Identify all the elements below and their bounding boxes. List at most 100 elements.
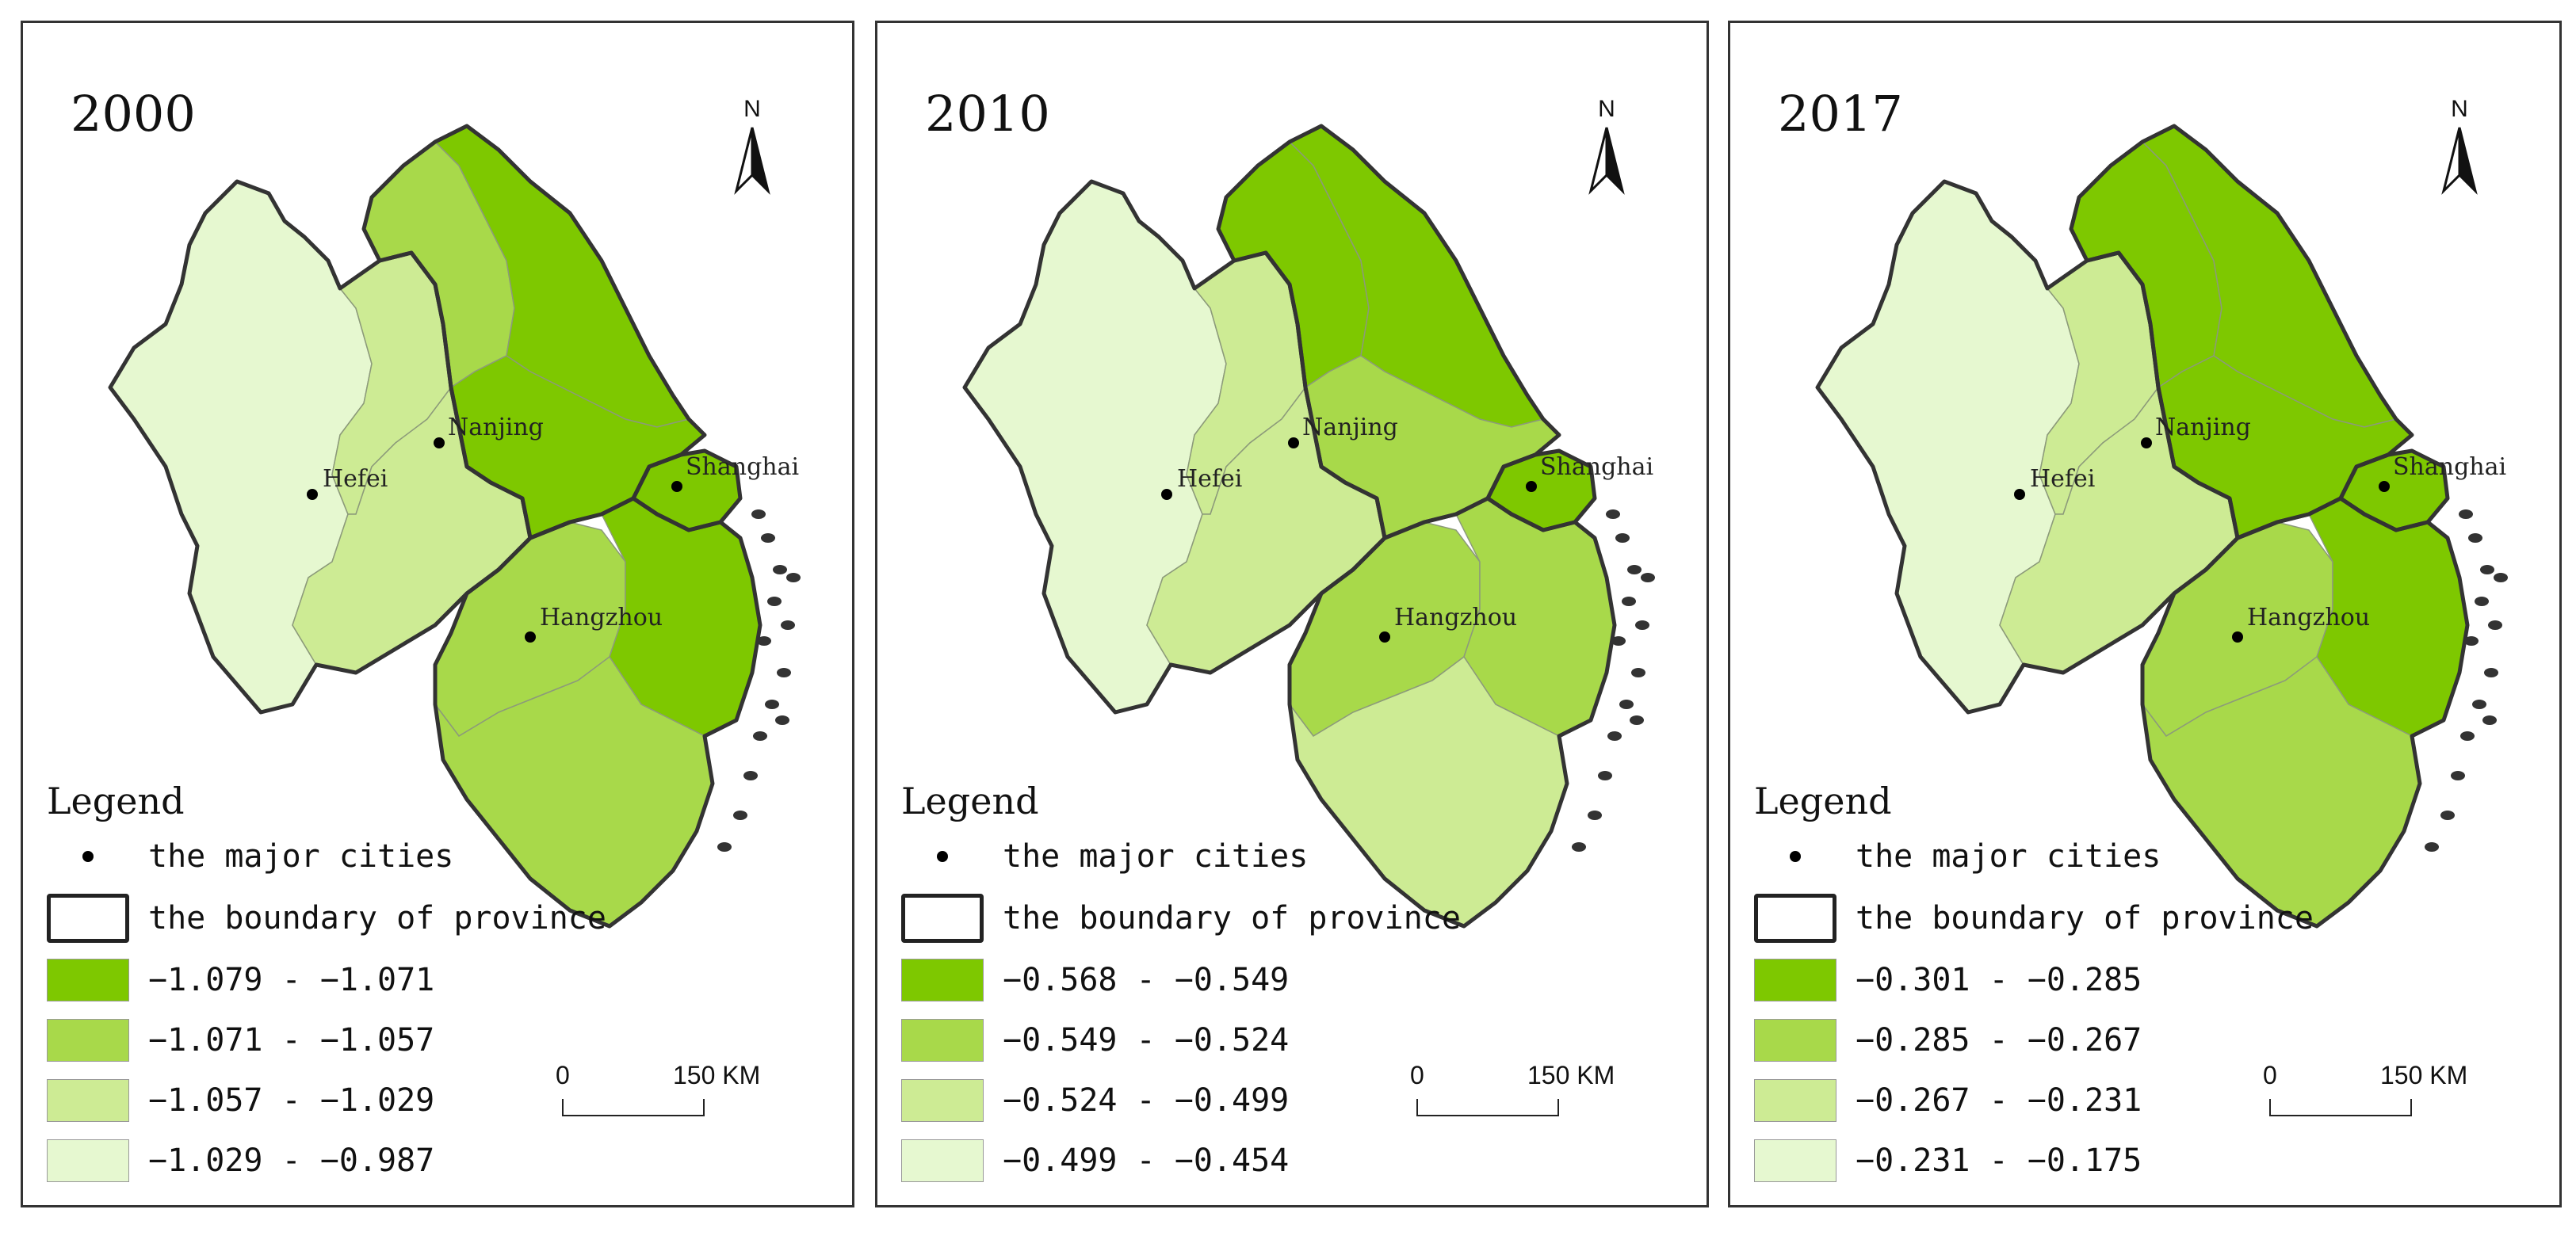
island (753, 731, 767, 741)
city-marker-nanjing (1288, 437, 1299, 448)
scale-bar: 0 150 KM (1410, 1061, 1615, 1124)
city-marker-shanghai (671, 481, 682, 492)
scale-start: 0 (2263, 1061, 2277, 1089)
city-label-shanghai: Shanghai (1540, 453, 1653, 481)
scale-start: 0 (556, 1061, 570, 1089)
island (781, 620, 795, 630)
legend-swatch (901, 1079, 984, 1122)
island (1627, 565, 1642, 574)
panel-year: 2000 (71, 85, 196, 143)
province-boundary (108, 179, 533, 715)
city-label-hangzhou: Hangzhou (540, 604, 663, 631)
city-label-nanjing: Nanjing (448, 414, 544, 441)
legend-swatch (901, 1139, 984, 1182)
island (775, 715, 789, 725)
legend-range: −0.301 - −0.285 (1856, 962, 2142, 998)
legend-range: −0.549 - −0.524 (1003, 1022, 1290, 1059)
city-marker-hefei (2014, 489, 2025, 500)
island (786, 573, 801, 582)
north-label: N (743, 96, 761, 122)
province-boundary (1287, 496, 1617, 929)
legend-item-class-1: −0.301 - −0.285 (1754, 956, 2142, 1004)
north-label: N (1598, 96, 1615, 122)
scale-bar-line (562, 1099, 705, 1116)
island (2494, 573, 2508, 582)
island (1635, 620, 1649, 630)
legend-swatch (1754, 959, 1836, 1001)
legend-item-class-3: −0.524 - −0.499 (901, 1077, 1289, 1124)
island (717, 842, 732, 852)
city-marker-hangzhou (2232, 631, 2243, 643)
legend-item-class-1: −0.568 - −0.549 (901, 956, 1289, 1004)
scale-bar-line (1416, 1099, 1559, 1116)
island (2488, 620, 2502, 630)
scale-bar: 0 150 KM (2263, 1061, 2467, 1124)
boundary-symbol-icon (1754, 894, 1836, 943)
legend-swatch (1754, 1139, 1836, 1182)
province-boundary (433, 496, 762, 929)
north-arrow-icon: N (1583, 96, 1630, 207)
island (2425, 842, 2439, 852)
legend-swatch (47, 1139, 129, 1182)
island (751, 509, 766, 519)
island (2459, 509, 2473, 519)
north-arrow-icon: N (728, 96, 776, 207)
north-label: N (2451, 96, 2468, 122)
legend-swatch (1754, 1019, 1836, 1062)
island (2482, 715, 2497, 725)
island (1641, 573, 1655, 582)
island (1598, 771, 1612, 780)
city-marker-shanghai (2379, 481, 2390, 492)
scale-end: 150 KM (2380, 1061, 2468, 1089)
legend-range: −0.568 - −0.549 (1003, 962, 1290, 998)
island (2472, 700, 2486, 709)
legend-label: the boundary of province (148, 900, 606, 937)
province-boundary (2140, 496, 2470, 929)
city-label-shanghai: Shanghai (2393, 453, 2506, 481)
island (1622, 597, 1636, 606)
island (761, 533, 775, 543)
legend-range: −1.071 - −1.057 (148, 1022, 435, 1059)
legend-range: −1.029 - −0.987 (148, 1143, 435, 1179)
legend-label: the boundary of province (1856, 900, 2314, 937)
island (2451, 771, 2465, 780)
city-marker-nanjing (2141, 437, 2152, 448)
legend-item-boundary: the boundary of province (901, 894, 1461, 943)
island (1631, 668, 1645, 677)
city-label-hangzhou: Hangzhou (2247, 604, 2370, 631)
legend-range: −1.057 - −1.029 (148, 1082, 435, 1119)
legend-swatch (47, 959, 129, 1001)
legend-item-class-3: −1.057 - −1.029 (47, 1077, 434, 1124)
island (1615, 533, 1630, 543)
city-label-hangzhou: Hangzhou (1394, 604, 1517, 631)
region-map: Hefei Nanjing Shanghai Hangzhou (1815, 124, 2508, 929)
legend-range: −0.524 - −0.499 (1003, 1082, 1290, 1119)
legend-range: −0.231 - −0.175 (1856, 1143, 2142, 1179)
scale-end: 150 KM (1527, 1061, 1615, 1089)
legend-item-boundary: the boundary of province (1754, 894, 2314, 943)
province-boundary (962, 179, 1387, 715)
legend-swatch (1754, 1079, 1836, 1122)
city-marker-shanghai (1526, 481, 1537, 492)
city-marker-hefei (1161, 489, 1172, 500)
region-map: Hefei Nanjing Shanghai Hangzhou (962, 124, 1655, 929)
scale-bar: 0 150 KM (556, 1061, 760, 1124)
island (1630, 715, 1644, 725)
city-label-hefei: Hefei (323, 465, 388, 493)
city-label-nanjing: Nanjing (2155, 414, 2251, 441)
legend-swatch (47, 1019, 129, 1062)
island (1607, 731, 1622, 741)
legend-title: Legend (901, 780, 1039, 822)
legend-item-cities: the major cities (901, 833, 1308, 880)
boundary-symbol-icon (47, 894, 129, 943)
scale-bar-line (2269, 1099, 2412, 1116)
map-panel-2000: 2000 N Hefei Nanjing Shanghai Hangzhou Lege… (21, 21, 854, 1207)
island (2480, 565, 2494, 574)
legend-item-class-3: −0.267 - −0.231 (1754, 1077, 2142, 1124)
map-panel-2017: 2017 N Hefei Nanjing Shanghai Hangzhou Lege… (1728, 21, 2562, 1207)
legend-item-class-2: −1.071 - −1.057 (47, 1017, 434, 1064)
city-label-hefei: Hefei (2030, 465, 2095, 493)
legend-item-class-2: −0.549 - −0.524 (901, 1017, 1289, 1064)
map-panel-2010: 2010 N Hefei Nanjing Shanghai Hangzhou Lege… (875, 21, 1709, 1207)
island (2475, 597, 2489, 606)
